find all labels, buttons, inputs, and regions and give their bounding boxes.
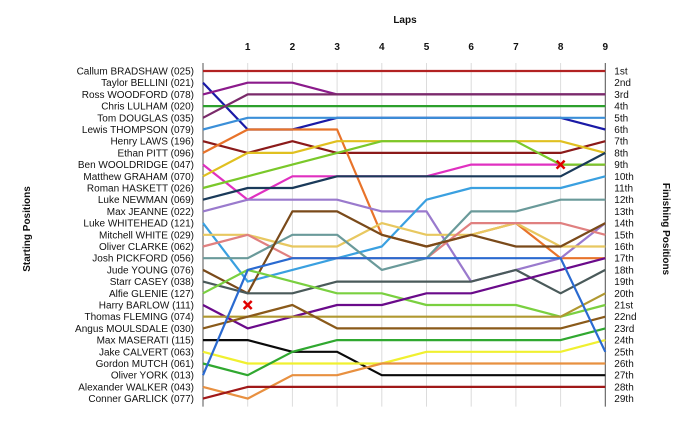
finishing-position-label: 6th — [614, 125, 628, 136]
starting-driver-label: Luke WHITEHEAD (121) — [83, 219, 194, 230]
starting-driver-label: Lewis THOMPSON (079) — [82, 125, 194, 136]
finishing-position-label: 2nd — [614, 78, 631, 89]
right-axis-title: Finishing Positions — [660, 183, 671, 276]
x-tick-label: 9 — [603, 42, 609, 53]
starting-driver-label: Max JEANNE (022) — [107, 207, 194, 218]
finishing-position-label: 11th — [614, 184, 633, 195]
finishing-position-label: 4th — [614, 102, 628, 113]
x-tick-label: 2 — [290, 42, 296, 53]
starting-driver-label: Henry LAWS (196) — [110, 137, 194, 148]
starting-driver-label: Jake CALVERT (063) — [99, 347, 194, 358]
series-lines — [201, 69, 607, 400]
x-tick-label: 8 — [558, 42, 564, 53]
x-axis-title: Laps — [393, 15, 417, 26]
starting-driver-label: Luke NEWMAN (069) — [98, 195, 194, 206]
starting-driver-label: Jude YOUNG (076) — [107, 265, 194, 276]
finishing-position-label: 9th — [614, 160, 628, 171]
starting-driver-label: Josh PICKFORD (056) — [92, 254, 194, 265]
markers — [242, 159, 566, 310]
finishing-position-label: 16th — [614, 242, 633, 253]
incident-marker — [555, 159, 566, 170]
finishing-position-label: 14th — [614, 219, 633, 230]
series-line — [203, 198, 606, 271]
finishing-position-label: 18th — [614, 265, 633, 276]
series-line — [203, 339, 606, 377]
x-tick-labels: 1 2 3 4 5 6 7 8 9 — [245, 42, 609, 53]
finishing-position-label: 24th — [614, 336, 633, 347]
series-line — [202, 303, 606, 330]
starting-driver-label: Max MASERATI (115) — [97, 336, 194, 347]
finishing-position-label: 5th — [614, 113, 628, 124]
series-line — [202, 385, 606, 400]
series-line — [202, 93, 606, 119]
starting-driver-label: Roman HASKETT (026) — [87, 184, 194, 195]
series-line — [202, 327, 606, 377]
starting-driver-label: Alfie GLENIE (127) — [109, 289, 194, 300]
starting-driver-label: Ethan PITT (096) — [117, 148, 194, 159]
starting-driver-label: Tom DOUGLAS (035) — [97, 113, 194, 124]
finishing-position-label: 3rd — [614, 90, 628, 101]
series-line — [202, 140, 606, 190]
starting-driver-label: Matthew GRAHAM (070) — [83, 172, 194, 183]
finishing-position-label: 10th — [614, 172, 633, 183]
left-axis-title: Starting Positions — [22, 186, 33, 272]
starting-driver-label: Alexander WALKER (043) — [78, 382, 194, 393]
finishing-position-label: 22nd — [614, 312, 636, 323]
starting-driver-label: Conner GARLICK (077) — [88, 394, 194, 405]
x-tick-label: 5 — [424, 42, 430, 53]
starting-driver-label: Harry BARLOW (111) — [99, 301, 194, 312]
series-line — [203, 292, 606, 318]
starting-driver-label: Oliver YORK (013) — [111, 371, 194, 382]
starting-driver-label: Gordon MUTCH (061) — [96, 359, 194, 370]
x-tick-label: 7 — [513, 42, 519, 53]
series-line — [202, 198, 606, 283]
finishing-position-label: 23rd — [614, 324, 634, 335]
series-line — [201, 257, 607, 376]
series-line — [203, 222, 606, 248]
finishing-position-label: 21st — [614, 301, 633, 312]
starting-driver-label: Starr CASEY (038) — [110, 277, 194, 288]
series-line — [202, 151, 606, 201]
finishing-position-label: 26th — [614, 359, 633, 370]
starting-driver-label: Angus MOULSDALE (030) — [75, 324, 194, 335]
finishing-position-label: 12th — [614, 195, 633, 206]
finishing-position-label: 13th — [614, 207, 633, 218]
series-line — [202, 210, 606, 295]
x-tick-label: 4 — [379, 42, 385, 53]
starting-position-labels: Callum BRADSHAW (025)Taylor BELLINI (021… — [75, 67, 194, 406]
x-tick-label: 3 — [334, 42, 340, 53]
finishing-position-label: 25th — [614, 347, 633, 358]
incident-marker — [242, 300, 253, 310]
finishing-position-labels: 1st2nd3rd4th5th6th7th8th9th10th11th12th1… — [614, 67, 636, 406]
finishing-position-label: 29th — [614, 394, 633, 405]
starting-driver-label: Callum BRADSHAW (025) — [77, 67, 194, 78]
starting-driver-label: Oliver CLARKE (062) — [99, 242, 194, 253]
finishing-position-label: 7th — [614, 137, 628, 148]
starting-driver-label: Chris LULHAM (020) — [101, 102, 194, 113]
finishing-position-label: 20th — [614, 289, 633, 300]
series-line — [202, 257, 606, 330]
finishing-position-label: 28th — [614, 382, 633, 393]
finishing-position-label: 1st — [614, 67, 628, 78]
series-line — [202, 268, 606, 295]
finishing-position-label: 15th — [614, 230, 633, 241]
finishing-position-label: 8th — [614, 148, 628, 159]
starting-driver-label: Thomas FLEMING (074) — [85, 312, 194, 323]
starting-driver-label: Taylor BELLINI (021) — [101, 78, 194, 89]
finishing-position-label: 27th — [614, 371, 633, 382]
finishing-position-label: 19th — [614, 277, 633, 288]
series-line — [202, 116, 606, 131]
x-tick-label: 1 — [245, 42, 251, 53]
finishing-position-label: 17th — [614, 254, 633, 265]
starting-driver-label: Ross WOODFORD (078) — [82, 90, 194, 101]
starting-driver-label: Ben WOOLDRIDGE (047) — [78, 160, 194, 171]
x-tick-label: 6 — [468, 42, 474, 53]
starting-driver-label: Mitchell WHITE (029) — [99, 230, 194, 241]
